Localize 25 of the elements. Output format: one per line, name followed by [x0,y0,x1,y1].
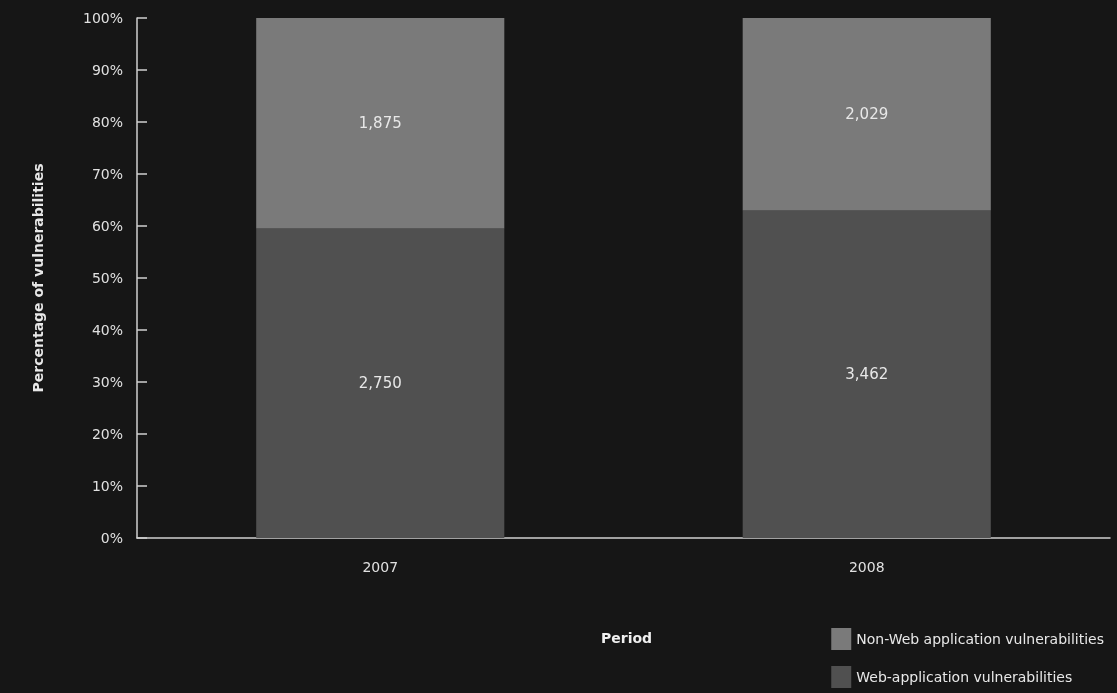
x-tick-label: 2008 [848,559,885,575]
y-tick-label: 30% [91,374,123,390]
y-tick-label: 90% [91,62,123,78]
legend-label: Web-application vulnerabilities [856,669,1073,685]
y-tick-label: 40% [91,322,123,338]
y-tick-label: 60% [91,218,123,234]
bar [256,228,505,538]
y-tick-label: 70% [91,166,123,182]
legend-label: Non-Web application vulnerabilities [856,631,1105,647]
bar [742,18,991,211]
y-tick-label: 80% [91,114,123,130]
annotation: 2,750 [358,374,402,393]
y-tick-label: 0% [100,530,123,546]
bar [256,18,505,229]
y-tick-label: 50% [91,270,123,286]
y-tick-label: 100% [82,10,123,26]
annotation: 2,029 [845,105,889,124]
y-tick-label: 20% [91,426,123,442]
bar [742,210,991,538]
x-tick-label: 2007 [362,559,399,575]
annotation: 1,875 [358,114,402,133]
y-tick-label: 10% [91,478,123,494]
y-axis-title: Percentage of vulnerabilities [30,163,46,393]
annotation: 3,462 [845,365,889,384]
x-axis-title: Period [601,630,653,646]
